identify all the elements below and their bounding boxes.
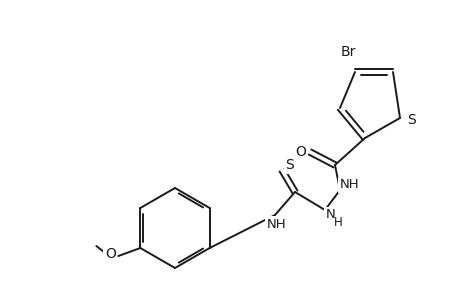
Text: O: O	[105, 247, 116, 261]
Text: O: O	[295, 145, 306, 159]
Text: NH: NH	[267, 218, 286, 230]
Text: Br: Br	[340, 45, 355, 59]
Text: NH: NH	[340, 178, 359, 191]
Text: H: H	[333, 215, 341, 229]
Text: S: S	[407, 113, 415, 127]
Text: N: N	[325, 208, 335, 221]
Text: S: S	[285, 158, 294, 172]
